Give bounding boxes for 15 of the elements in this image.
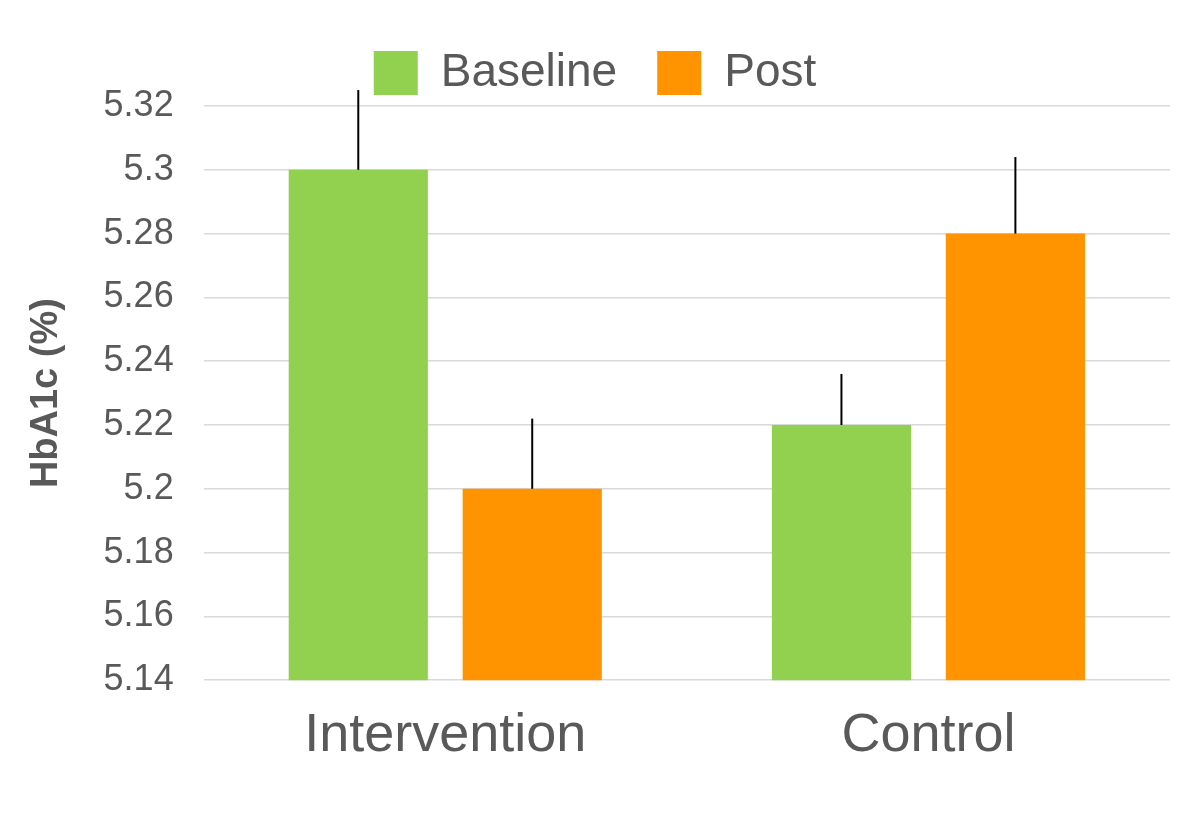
- y-tick-label: 5.18: [103, 529, 174, 571]
- y-tick-label: 5.24: [103, 338, 174, 380]
- y-tick-label: 5.28: [103, 210, 174, 252]
- y-axis-title: HbA1c (%): [23, 298, 66, 489]
- y-tick-label: 5.26: [103, 274, 174, 316]
- y-tick-label: 5.16: [103, 593, 174, 635]
- y-tick-label: 5.14: [103, 657, 174, 699]
- y-tick-label: 5.2: [123, 465, 174, 507]
- y-tick-label: 5.22: [103, 401, 174, 443]
- x-tick-label: Intervention: [304, 702, 587, 763]
- x-tick-label: Control: [841, 702, 1016, 763]
- y-tick-label: 5.3: [123, 146, 174, 188]
- legend-label: Baseline: [440, 43, 618, 96]
- legend-label: Post: [724, 43, 817, 96]
- y-tick-label: 5.32: [103, 82, 174, 124]
